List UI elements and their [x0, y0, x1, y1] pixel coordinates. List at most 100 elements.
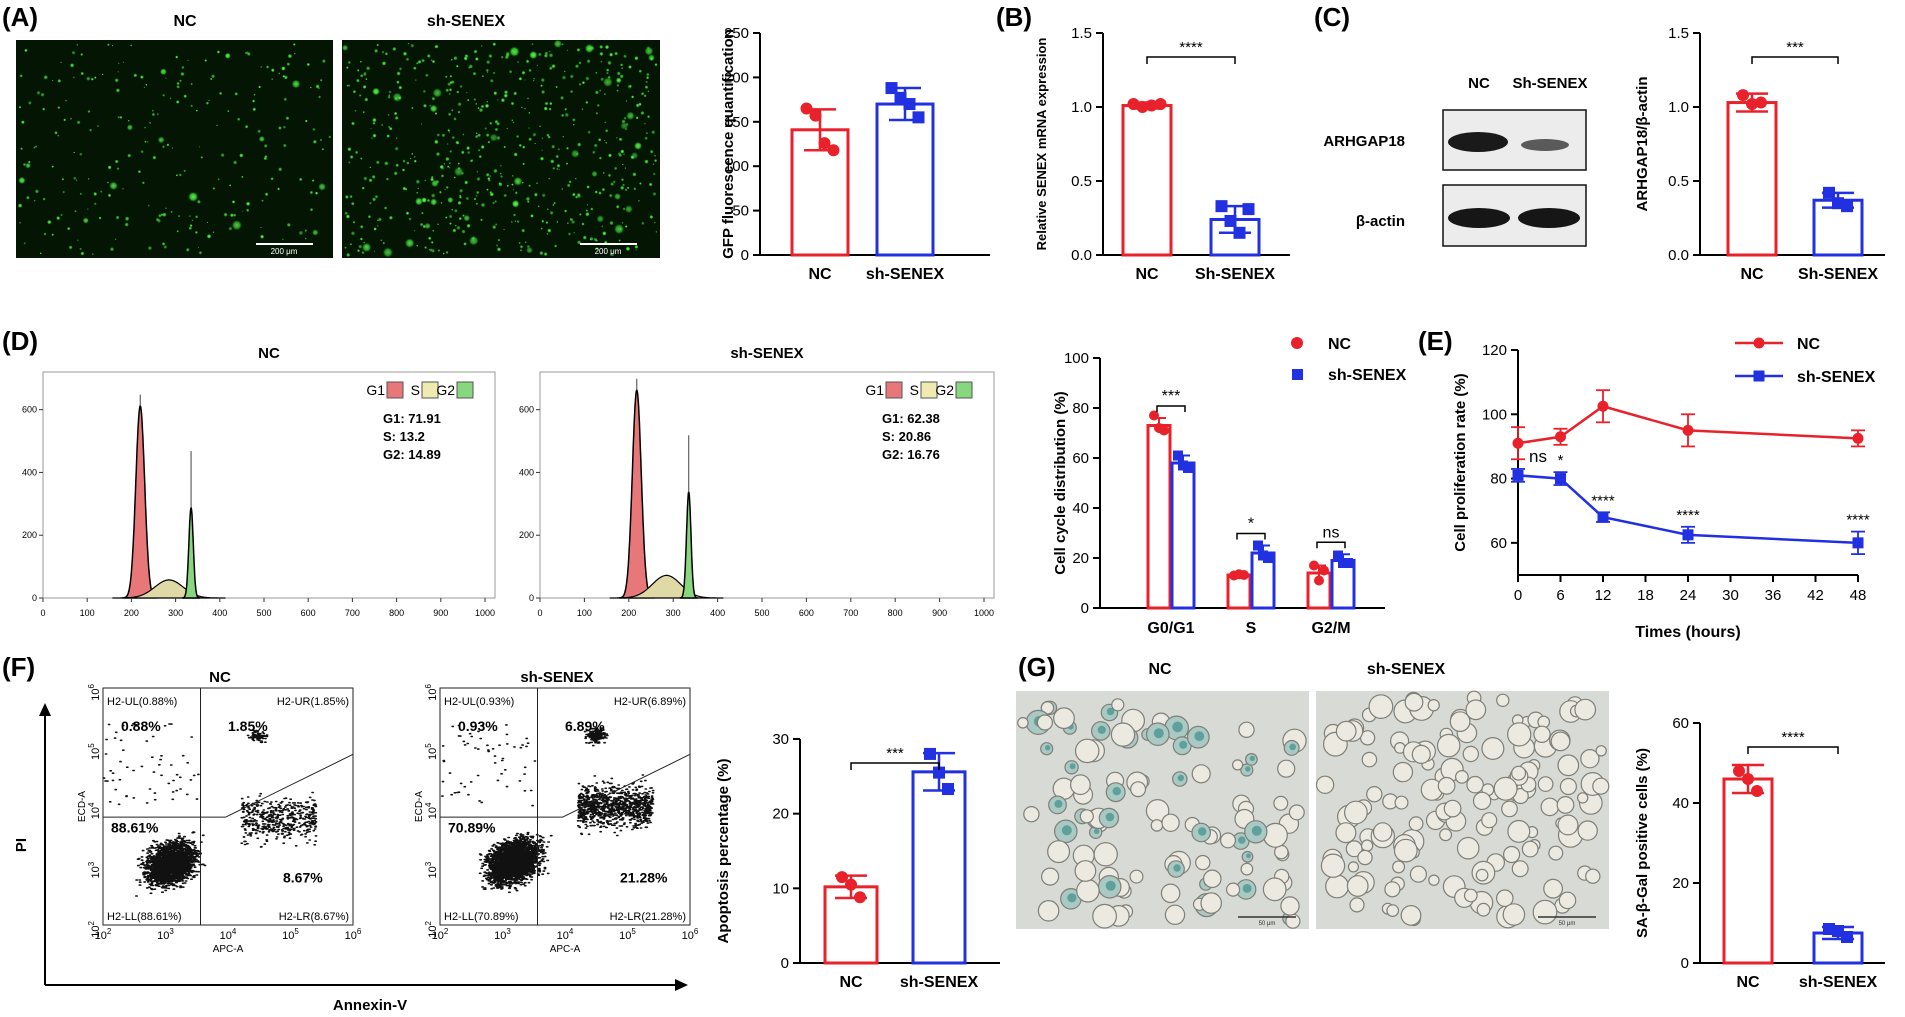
sa-gal-cell: [1195, 854, 1211, 871]
gfp-cell: [156, 218, 162, 223]
gfp-cell: [382, 241, 386, 245]
gfp-cell: [525, 246, 534, 254]
gfp-cell: [478, 154, 483, 159]
histogram-legend-swatch: [386, 381, 404, 399]
prolif-xtick-label: 18: [1637, 587, 1654, 604]
gfp-cell: [461, 229, 466, 234]
gfp-cell: [176, 230, 179, 233]
gfp-cell: [494, 223, 498, 226]
gfp-cell: [486, 100, 489, 103]
gfp-cell: [20, 120, 25, 125]
histogram-stat: G2: 16.76: [882, 447, 940, 462]
cellcycle-ytick-label: 100: [1064, 350, 1089, 367]
sa-gal-cell: [1262, 822, 1288, 848]
sa-gal-cell: [1506, 722, 1532, 747]
gfp-cell: [618, 239, 621, 242]
gfp-cell: [115, 88, 121, 93]
gfp-cell: [232, 213, 237, 217]
sagal-ytick-label: 0: [1681, 955, 1689, 972]
gfp-cell: [597, 138, 602, 142]
gfp-category-label: sh-SENEX: [866, 266, 945, 283]
gfp-cell: [535, 182, 539, 185]
gfp-cell: [548, 66, 553, 71]
gfp-cell: [42, 197, 46, 201]
gfp-cell: [564, 107, 568, 111]
gfp-cell: [477, 106, 480, 110]
sa-gal-cell: [1111, 698, 1125, 712]
gfp-cell: [185, 247, 190, 252]
gfp-cell: [429, 248, 433, 252]
histogram-ytick-label: 400: [22, 467, 37, 477]
gfp-cell: [591, 150, 596, 155]
gfp-cell: [231, 219, 243, 231]
sa-gal-cell: [1150, 819, 1164, 832]
gfp-cell: [585, 211, 590, 217]
sa-gal-cell: [1556, 796, 1575, 814]
gfp-cell: [282, 143, 287, 148]
gfp-cell: [435, 151, 441, 157]
dotplot-xtick-label: 103: [494, 927, 511, 942]
gfp-cell: [286, 62, 291, 66]
g2-peak: [182, 507, 201, 599]
gfp-cell: [413, 159, 417, 163]
histogram-frame: [42, 371, 496, 599]
sa-gal-cell: [1558, 891, 1577, 910]
mrna-point-nc: [1145, 99, 1158, 112]
histogram-legend-swatch: [955, 381, 973, 399]
gfp-cell: [643, 94, 647, 98]
dotplot-title: NC: [209, 669, 231, 686]
gfp-cell: [448, 214, 453, 219]
gfp-cell: [503, 90, 509, 95]
quadrant-diagonal: [562, 753, 691, 818]
gfp-cell: [455, 140, 460, 145]
gfp-cell: [34, 189, 40, 194]
gfp-cell: [635, 116, 639, 120]
gfp-cell: [80, 251, 85, 256]
gfp-cell: [448, 162, 451, 165]
gfp-cell: [314, 191, 319, 195]
cellcycle-sig-label: ***: [1162, 388, 1181, 405]
gfp-cell: [364, 71, 366, 74]
gfp-cell: [570, 219, 576, 225]
gfp-cell: [547, 228, 552, 233]
mrna-point-nc: [1154, 98, 1167, 111]
cellcycle-point-nc: [1159, 425, 1169, 436]
gfp-cell: [572, 118, 576, 122]
gfp-cell: [106, 43, 110, 47]
gfp-cell: [386, 134, 391, 138]
sa-gal-cell: [1449, 711, 1471, 732]
gfp-ytick-label: 200: [724, 69, 749, 86]
sa-gal-cell: [1496, 889, 1514, 907]
blot-band-actin-nc: [1448, 208, 1510, 228]
sa-gal-cell: [1357, 849, 1373, 866]
gfp-cell: [578, 82, 582, 86]
sa-gal-cell: [1550, 731, 1571, 752]
gfp-cell: [420, 123, 423, 125]
western-blot: NC Sh-SENEX ARHGAP18 β-actin: [1323, 75, 1588, 247]
gfp-cells-nc: [17, 43, 332, 256]
gfp-cell: [529, 50, 538, 60]
sa-gal-stain: [1045, 745, 1051, 751]
gfp-cell: [613, 192, 622, 201]
gfp-cell: [478, 107, 484, 113]
histogram-legend-swatch: [920, 381, 938, 399]
gfp-cell: [654, 159, 658, 163]
gfp-cell: [453, 117, 457, 121]
gfp-cell: [533, 77, 535, 80]
prolif-sig-label: ns: [1529, 447, 1547, 466]
gfp-cell: [477, 148, 481, 152]
dotplot-ytick-label: 102: [87, 920, 102, 937]
panel-letter-a: (A): [2, 2, 38, 32]
gfp-cell: [519, 244, 524, 249]
gfp-cell: [453, 208, 458, 213]
gfp-cell: [449, 74, 453, 78]
gfp-cell: [644, 85, 649, 90]
gfp-cell: [615, 204, 620, 209]
sa-gal-cell: [1280, 896, 1300, 916]
gfp-cell: [475, 194, 478, 197]
sa-gal-cell: [1585, 868, 1601, 884]
arhgap-category-label: NC: [1740, 266, 1764, 283]
gfp-cell: [106, 181, 110, 184]
gfp-cell: [416, 244, 419, 247]
sa-gal-cell: [1439, 828, 1453, 842]
